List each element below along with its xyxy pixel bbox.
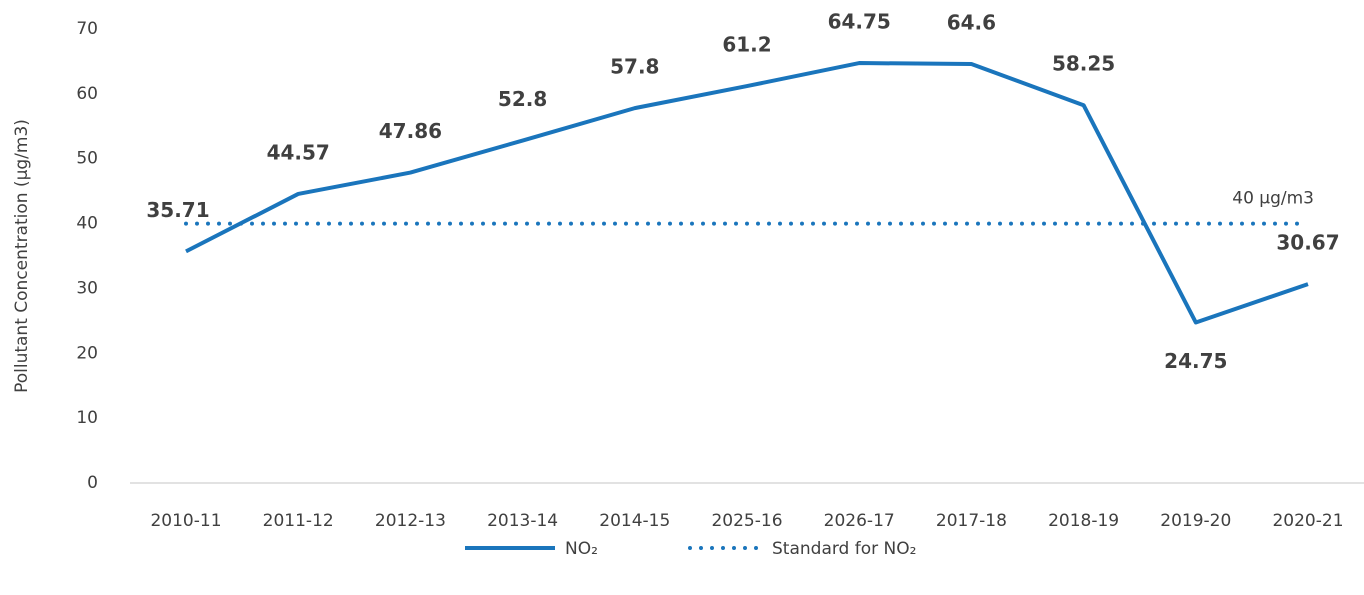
x-tick-label: 2012-13 <box>375 511 446 531</box>
data-label: 35.71 <box>146 198 209 222</box>
series-line <box>185 61 1309 325</box>
data-label: 24.75 <box>1164 349 1227 373</box>
data-label: 58.25 <box>1052 52 1115 76</box>
x-tick-label: 2025-16 <box>711 511 782 531</box>
y-tick-label: 70 <box>76 19 98 39</box>
annotation: 40 µg/m3 <box>1232 189 1314 209</box>
y-tick-label: 60 <box>76 84 98 104</box>
data-label: 47.86 <box>379 119 442 143</box>
y-tick-label: 10 <box>76 408 98 428</box>
data-label: 64.75 <box>828 10 891 34</box>
x-tick-label: 2017-18 <box>936 511 1007 531</box>
x-tick-label: 2011-12 <box>263 511 334 531</box>
y-tick-label: 40 <box>76 214 98 234</box>
legend-label: Standard for NO₂ <box>772 539 916 559</box>
data-label: 52.8 <box>498 87 547 111</box>
legend-label: NO₂ <box>565 539 598 559</box>
x-tick-label: 2010-11 <box>150 511 221 531</box>
x-tick-label: 2019-20 <box>1160 511 1231 531</box>
y-tick-label: 30 <box>76 278 98 298</box>
x-tick-label: 2020-21 <box>1272 511 1343 531</box>
y-axis-label: Pollutant Concentration (µg/m3) <box>12 119 32 393</box>
y-tick-label: 50 <box>76 149 98 169</box>
x-tick-label: 2014-15 <box>599 511 670 531</box>
data-label: 61.2 <box>722 33 771 57</box>
x-tick-label: 2018-19 <box>1048 511 1119 531</box>
data-label: 64.6 <box>947 11 996 35</box>
x-tick-label: 2026-17 <box>824 511 895 531</box>
x-tick-label: 2013-14 <box>487 511 558 531</box>
data-label: 44.57 <box>267 140 330 164</box>
y-tick-label: 0 <box>87 473 98 493</box>
y-tick-label: 20 <box>76 343 98 363</box>
data-label: 30.67 <box>1276 231 1339 255</box>
data-label: 57.8 <box>610 55 659 79</box>
